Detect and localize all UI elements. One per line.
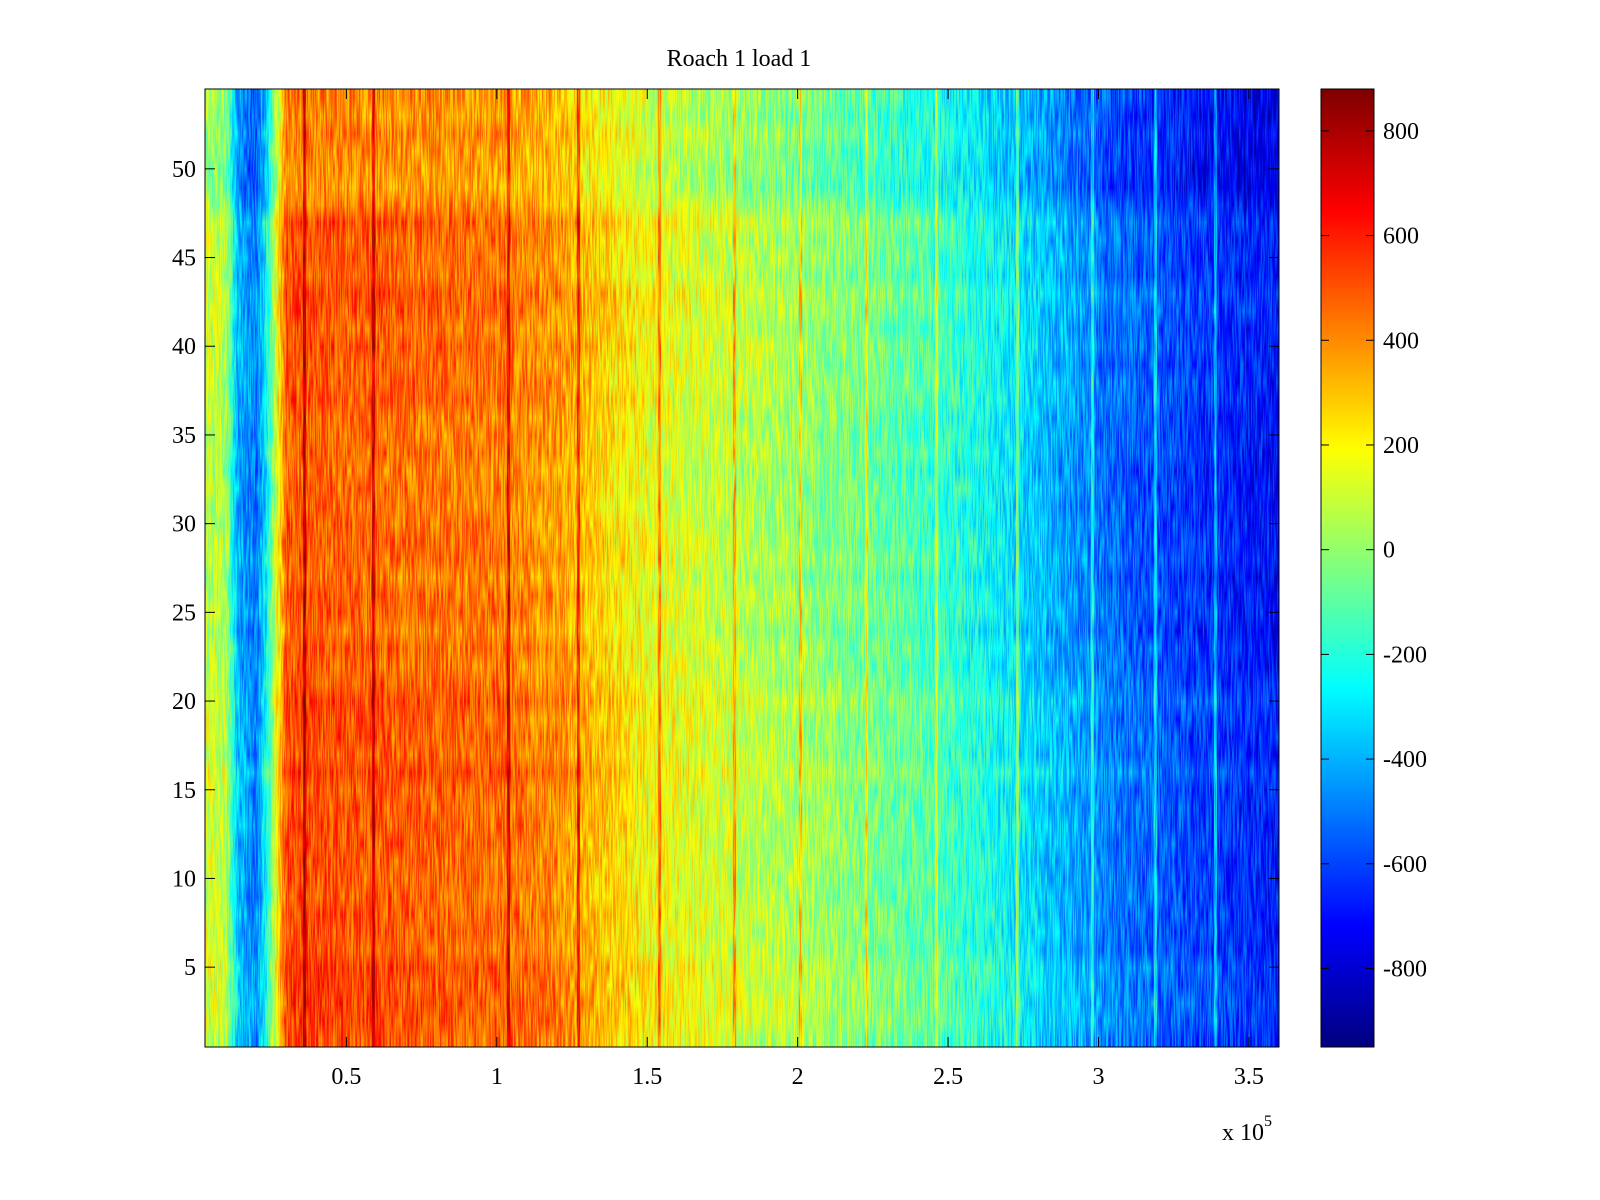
y-tick-label: 30	[172, 512, 196, 538]
colorbar-tick-label: 600	[1383, 224, 1419, 250]
x-tick-label: 2.5	[933, 1064, 963, 1090]
heatmap-image	[205, 89, 1279, 1047]
colorbar-gradient	[1321, 89, 1374, 1047]
y-tick-label: 35	[172, 423, 196, 449]
y-tick-label: 10	[172, 866, 196, 892]
colorbar-tick-label: -600	[1383, 852, 1427, 878]
y-tick-label: 5	[184, 955, 196, 981]
x-tick-label: 1	[491, 1064, 503, 1090]
x-tick-label: 0.5	[331, 1064, 361, 1090]
y-axis: 5 10 15 20 25 30 35 40 45 50	[172, 157, 1279, 981]
x-tick-label: 1.5	[632, 1064, 662, 1090]
x-tick-label: 2	[792, 1064, 804, 1090]
x-axis: 0.5 1 1.5 2 2.5 3 3.5	[331, 89, 1264, 1090]
colorbar-tick-label: 400	[1383, 328, 1419, 354]
colorbar-tick-label: -800	[1383, 956, 1427, 982]
colorbar-tick-label: -200	[1383, 642, 1427, 668]
colorbar-ticks: 800 600 400 200 0 -200 -400 -600 -800	[1321, 119, 1427, 982]
y-tick-label: 25	[172, 600, 196, 626]
x-axis-multiplier-base: x 10	[1222, 1120, 1264, 1146]
chart-title: Roach 1 load 1	[667, 46, 812, 72]
y-tick-label: 20	[172, 689, 196, 715]
colorbar-tick-label: 0	[1383, 538, 1395, 564]
x-tick-label: 3	[1092, 1064, 1104, 1090]
y-tick-label: 50	[172, 157, 196, 183]
heatmap-plot-area	[204, 88, 1280, 1048]
colorbar: 800 600 400 200 0 -200 -400 -600 -800	[1320, 88, 1427, 1048]
plot-frame	[204, 88, 1280, 1048]
colorbar-frame	[1320, 88, 1375, 1048]
colorbar-tick-label: -400	[1383, 747, 1427, 773]
colorbar-tick-label: 200	[1383, 433, 1419, 459]
y-tick-label: 40	[172, 334, 196, 360]
x-axis-multiplier: x 105	[1222, 1113, 1272, 1146]
x-tick-label: 3.5	[1234, 1064, 1264, 1090]
colorbar-tick-label: 800	[1383, 119, 1419, 145]
y-tick-label: 45	[172, 246, 196, 272]
x-axis-multiplier-exponent: 5	[1264, 1113, 1272, 1130]
y-tick-label: 15	[172, 778, 196, 804]
